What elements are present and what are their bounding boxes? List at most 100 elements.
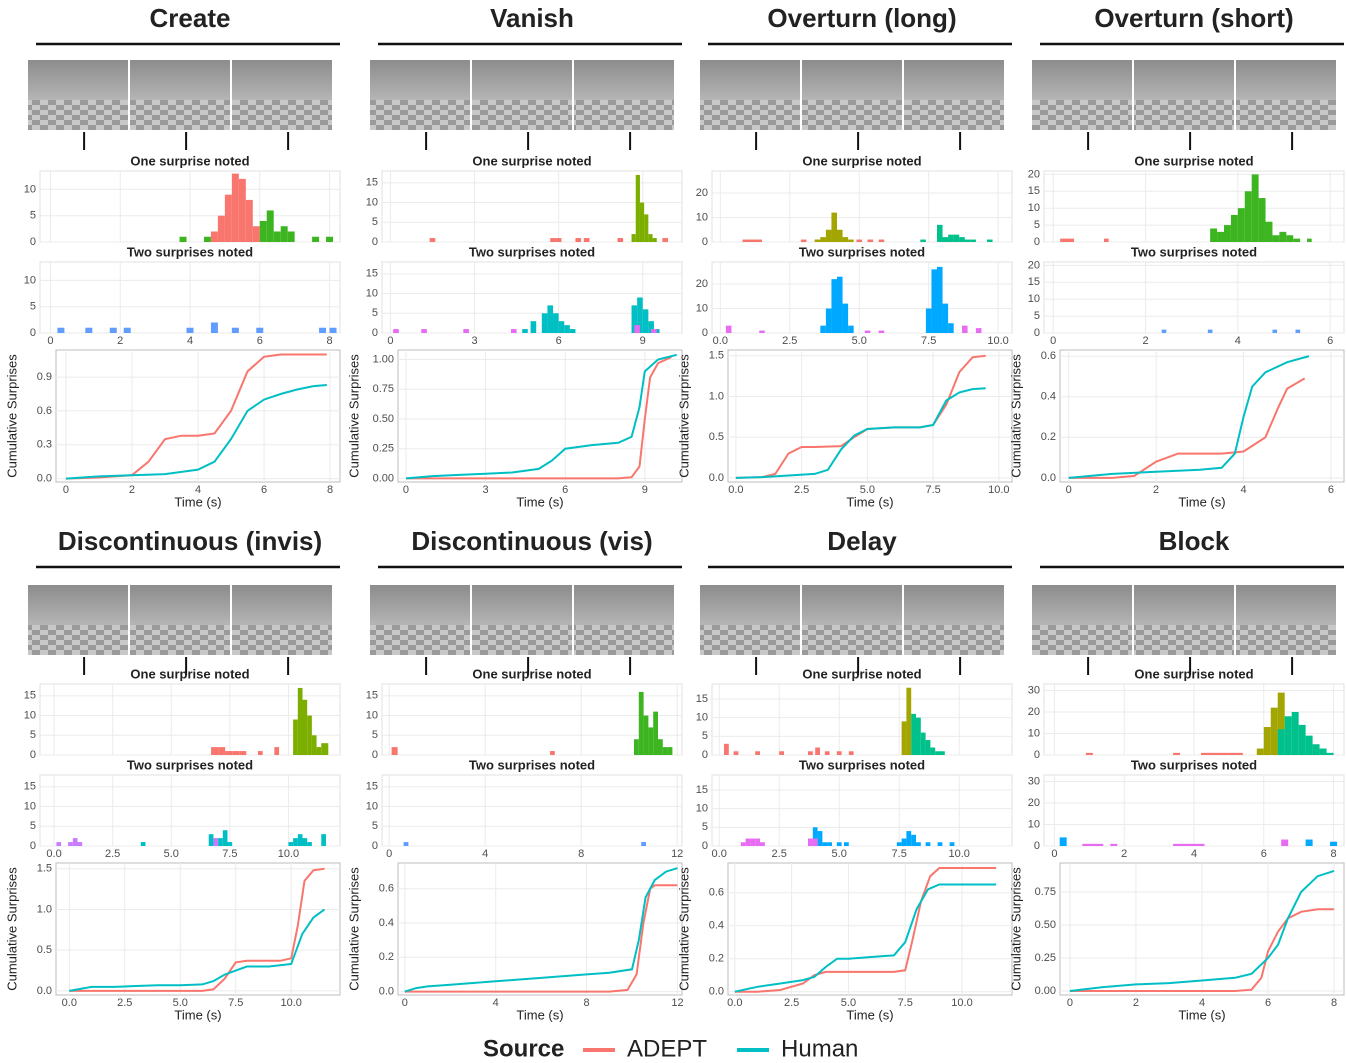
y-tick-label: 0.00 (373, 472, 394, 484)
y-tick-label: 20 (696, 187, 708, 199)
histogram-bar (906, 831, 912, 846)
y-tick-label: 0 (30, 749, 36, 761)
histogram-bar (631, 305, 638, 333)
thumbnail-floor (1032, 625, 1132, 655)
histogram-bar (962, 325, 968, 333)
x-tick-label: 4 (195, 484, 201, 496)
legend-title: Source (483, 1035, 564, 1062)
histogram-bar (987, 239, 993, 242)
histogram-bar (1265, 221, 1273, 242)
y-tick-label: 10 (696, 803, 708, 815)
thumbnail-wall (904, 585, 1004, 625)
histogram-bar (1207, 752, 1215, 755)
histogram-bar (222, 830, 228, 846)
histogram-bar (644, 214, 649, 242)
y-tick-label: 20 (1028, 706, 1040, 718)
plot-area (711, 170, 1013, 243)
histogram-bar (631, 234, 636, 242)
histogram-bar (550, 751, 555, 755)
histogram-bar (812, 838, 818, 846)
histogram-bar (667, 747, 673, 755)
histogram-title: One surprise noted (802, 153, 921, 168)
histogram-bar (1235, 752, 1243, 755)
x-axis-label: Time (s) (846, 494, 893, 509)
y-tick-label: 0.0 (37, 985, 52, 997)
y-tick-label: 0 (372, 327, 378, 339)
histogram-bar (257, 751, 263, 755)
histogram-bar (302, 838, 308, 846)
thumbnail-floor (1236, 625, 1336, 655)
histogram-bar (1272, 329, 1278, 333)
histogram-bar (569, 329, 576, 333)
histogram-bar (948, 234, 954, 242)
histogram-bar (252, 226, 260, 242)
histogram-bar (1173, 752, 1181, 755)
histogram-bar (901, 838, 907, 846)
cumulative-line (69, 867, 325, 992)
histogram-bar (307, 715, 312, 755)
y-axis-label: Cumulative Surprises (676, 867, 691, 991)
histogram-bar (911, 713, 916, 755)
y-tick-label: 0.6 (379, 883, 394, 895)
x-tick-label: 8 (1330, 848, 1336, 860)
x-tick-label: 8 (584, 997, 590, 1009)
histogram-bar (56, 842, 62, 846)
histogram-bar (1251, 174, 1259, 242)
histogram-bar (1284, 716, 1292, 755)
x-tick-label: 4 (482, 848, 488, 860)
histogram-title: One surprise noted (472, 666, 591, 681)
y-axis-label: Cumulative Surprises (1008, 354, 1023, 478)
histogram-bar (814, 239, 821, 242)
histogram-bar (293, 838, 298, 846)
histogram-title: Two surprises noted (799, 244, 925, 259)
x-tick-label: 0 (63, 484, 69, 496)
y-tick-label: 15 (696, 784, 708, 796)
histogram-bar (218, 747, 226, 755)
panel-title: Overturn (short) (1094, 3, 1293, 33)
histogram-bar (1214, 752, 1222, 755)
histogram-bar (541, 313, 548, 333)
histogram-bar (831, 212, 837, 242)
histogram-bar (975, 328, 982, 333)
histogram-bar (1298, 724, 1306, 755)
y-tick-label: 0.0 (709, 472, 724, 484)
histogram-bar (1307, 238, 1312, 242)
cumulative-line (1068, 355, 1310, 479)
histogram-bar (760, 842, 765, 846)
plot-area (727, 349, 1013, 483)
histogram-bar (848, 325, 854, 333)
histogram-bar (837, 229, 843, 242)
thumbnail-floor (1134, 100, 1234, 130)
histogram-bar (740, 842, 746, 846)
y-tick-label: 5 (372, 729, 378, 741)
x-tick-label: 8 (578, 848, 584, 860)
cumulative-line (1069, 908, 1335, 992)
thumbnail-wall (28, 60, 128, 100)
thumbnail-floor (28, 100, 128, 130)
panel-title: Discontinuous (vis) (411, 526, 652, 556)
histogram-bar (288, 842, 294, 846)
x-tick-label: 3 (471, 335, 477, 347)
histogram-bar (925, 740, 931, 755)
y-tick-label: 0.2 (1041, 431, 1056, 443)
x-tick-label: 0 (47, 335, 53, 347)
histogram-bar (1104, 238, 1109, 242)
cumulative-line (69, 908, 326, 992)
y-tick-label: 20 (1028, 168, 1040, 180)
x-tick-label: 3 (483, 484, 489, 496)
histogram-title: One surprise noted (1134, 666, 1253, 681)
thumbnail-wall (1032, 585, 1132, 625)
histogram-bar (391, 747, 398, 755)
histogram-bar (733, 751, 739, 755)
histogram-bar (653, 711, 658, 755)
histogram-bar (942, 237, 949, 242)
histogram-bar (759, 330, 765, 333)
histogram-bar (312, 236, 320, 242)
x-tick-label: 0 (1066, 484, 1072, 496)
histogram-bar (878, 330, 885, 333)
histogram-bar (321, 834, 326, 846)
y-tick-label: 0 (702, 840, 708, 852)
thumbnail-floor (1032, 100, 1132, 130)
thumbnail-wall (700, 60, 800, 100)
